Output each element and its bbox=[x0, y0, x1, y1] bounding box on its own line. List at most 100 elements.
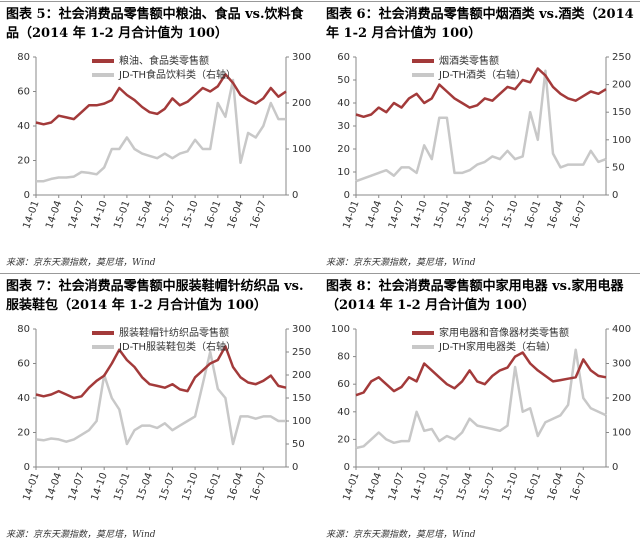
series-line bbox=[35, 345, 287, 400]
y-tick-label: 40 bbox=[337, 407, 350, 418]
separator bbox=[0, 1, 640, 2]
legend-label: 家用电器和音像器材类零售额 bbox=[439, 326, 569, 339]
x-tick-label: 15-01 bbox=[112, 471, 132, 502]
x-tick-label: 16-04 bbox=[546, 199, 566, 230]
x-tick-label: 15-01 bbox=[432, 471, 452, 502]
chart: 0 20 40 60 80 100 0 100 200 300 400 14-01 14-04 14-07… bbox=[331, 324, 631, 502]
y-tick-label: 20 bbox=[337, 144, 350, 155]
y2-tick-label: 100 bbox=[612, 428, 631, 439]
x-tick-label: 15-07 bbox=[478, 471, 498, 502]
x-tick-label: 15-04 bbox=[135, 471, 155, 502]
chart-panel: 图表 7：社会消费品零售额中服装鞋帽针纺织品 vs.服装鞋包（2014 年 1-… bbox=[2, 275, 320, 545]
x-tick-label: 16-07 bbox=[569, 471, 589, 502]
legend-label: 服装鞋帽针纺织品零售额 bbox=[119, 326, 229, 339]
x-tick-label: 15-07 bbox=[158, 471, 178, 502]
y2-tick-label: 300 bbox=[612, 359, 631, 370]
y2-tick-label: 200 bbox=[292, 98, 311, 109]
y2-tick-label: 50 bbox=[612, 162, 625, 173]
y2-tick-label: 100 bbox=[612, 135, 631, 146]
y-tick-label: 40 bbox=[337, 98, 350, 109]
x-tick-label: 14-10 bbox=[410, 471, 430, 502]
source-note: 来源：京东天灏指数，莫尼塔，Wind bbox=[326, 258, 476, 268]
x-tick-label: 14-01 bbox=[341, 471, 361, 502]
y-tick-label: 60 bbox=[337, 379, 350, 390]
y-tick-label: 40 bbox=[17, 393, 30, 404]
y-tick-label: 30 bbox=[337, 121, 350, 132]
y2-tick-label: 300 bbox=[292, 52, 311, 63]
y2-tick-label: 100 bbox=[292, 416, 311, 427]
x-tick-label: 14-04 bbox=[44, 471, 64, 502]
x-tick-label: 15-01 bbox=[112, 199, 132, 230]
x-tick-label: 14-10 bbox=[410, 199, 430, 230]
y-tick-label: 60 bbox=[337, 52, 350, 63]
y-tick-label: 60 bbox=[17, 359, 30, 370]
chart-title: 图表 8：社会消费品零售额中家用电器 vs.家用电器（2014 年 1-2 月合… bbox=[326, 279, 624, 313]
x-tick-label: 14-01 bbox=[21, 471, 41, 502]
series-line bbox=[35, 73, 287, 126]
y-tick-label: 80 bbox=[337, 352, 350, 363]
y-tick-label: 20 bbox=[17, 156, 30, 167]
y-tick-label: 0 bbox=[344, 190, 350, 201]
y2-tick-label: 0 bbox=[292, 190, 298, 201]
x-tick-label: 15-10 bbox=[500, 471, 520, 502]
x-tick-label: 14-01 bbox=[21, 199, 41, 230]
x-tick-label: 15-07 bbox=[158, 199, 178, 230]
x-tick-label: 16-07 bbox=[249, 471, 269, 502]
x-tick-label: 14-04 bbox=[44, 199, 64, 230]
y2-tick-label: 250 bbox=[612, 52, 631, 63]
x-tick-label: 16-01 bbox=[203, 471, 223, 502]
chart-panel: 图表 5：社会消费品零售额中粮油、食品 vs.饮料食品（2014 年 1-2 月… bbox=[2, 3, 320, 273]
x-tick-label: 16-01 bbox=[203, 199, 223, 230]
y-tick-label: 100 bbox=[331, 324, 350, 335]
x-tick-label: 14-04 bbox=[364, 199, 384, 230]
legend-label: JD-TH家用电器类（右轴） bbox=[438, 340, 556, 353]
chart-title: 图表 7：社会消费品零售额中服装鞋帽针纺织品 vs.服装鞋包（2014 年 1-… bbox=[6, 279, 304, 313]
y-tick-label: 60 bbox=[17, 87, 30, 98]
y2-tick-label: 0 bbox=[612, 190, 618, 201]
x-tick-label: 16-01 bbox=[523, 199, 543, 230]
series-line bbox=[355, 67, 607, 119]
y2-tick-label: 150 bbox=[292, 393, 311, 404]
chart-panel: 图表 8：社会消费品零售额中家用电器 vs.家用电器（2014 年 1-2 月合… bbox=[322, 275, 640, 545]
legend-label: JD-TH服装鞋包类（右轴） bbox=[118, 340, 236, 353]
y2-tick-label: 100 bbox=[292, 144, 311, 155]
x-tick-label: 14-01 bbox=[341, 199, 361, 230]
y2-tick-label: 250 bbox=[292, 347, 311, 358]
x-tick-label: 16-07 bbox=[569, 199, 589, 230]
x-tick-label: 16-04 bbox=[226, 199, 246, 230]
x-tick-label: 15-04 bbox=[135, 199, 155, 230]
y-tick-label: 10 bbox=[337, 167, 350, 178]
x-tick-label: 15-10 bbox=[180, 199, 200, 230]
x-tick-label: 14-10 bbox=[90, 199, 110, 230]
separator bbox=[0, 273, 640, 274]
series-line bbox=[36, 78, 286, 183]
y2-tick-label: 0 bbox=[292, 462, 298, 473]
y-tick-label: 80 bbox=[17, 52, 30, 63]
x-tick-label: 15-04 bbox=[455, 471, 475, 502]
series-line bbox=[355, 348, 607, 450]
x-tick-label: 15-04 bbox=[455, 199, 475, 230]
legend-label: 烟酒类零售额 bbox=[439, 54, 499, 67]
legend-label: JD-TH酒类（右轴） bbox=[438, 68, 526, 81]
y2-tick-label: 150 bbox=[612, 107, 631, 118]
x-tick-label: 15-10 bbox=[500, 199, 520, 230]
x-tick-label: 16-07 bbox=[249, 199, 269, 230]
y2-tick-label: 50 bbox=[292, 439, 305, 450]
chart-panel: 图表 6：社会消费品零售额中烟酒类 vs.酒类（2014 年 1-2 月合计值为… bbox=[322, 3, 640, 273]
y2-tick-label: 200 bbox=[292, 370, 311, 381]
y-tick-label: 0 bbox=[24, 190, 30, 201]
y2-tick-label: 300 bbox=[292, 324, 311, 335]
x-tick-label: 16-04 bbox=[546, 471, 566, 502]
chart-title: 图表 6：社会消费品零售额中烟酒类 vs.酒类（2014 年 1-2 月合计值为… bbox=[326, 7, 634, 41]
y-tick-label: 0 bbox=[344, 462, 350, 473]
source-note: 来源：京东天灏指数，莫尼塔，Wind bbox=[326, 530, 476, 540]
x-tick-label: 14-04 bbox=[364, 471, 384, 502]
y2-tick-label: 0 bbox=[612, 462, 618, 473]
series-line bbox=[355, 69, 607, 183]
legend-label: 粮油、食品类零售额 bbox=[119, 54, 209, 67]
y-tick-label: 20 bbox=[17, 428, 30, 439]
series-line bbox=[355, 351, 607, 397]
y-tick-label: 80 bbox=[17, 324, 30, 335]
